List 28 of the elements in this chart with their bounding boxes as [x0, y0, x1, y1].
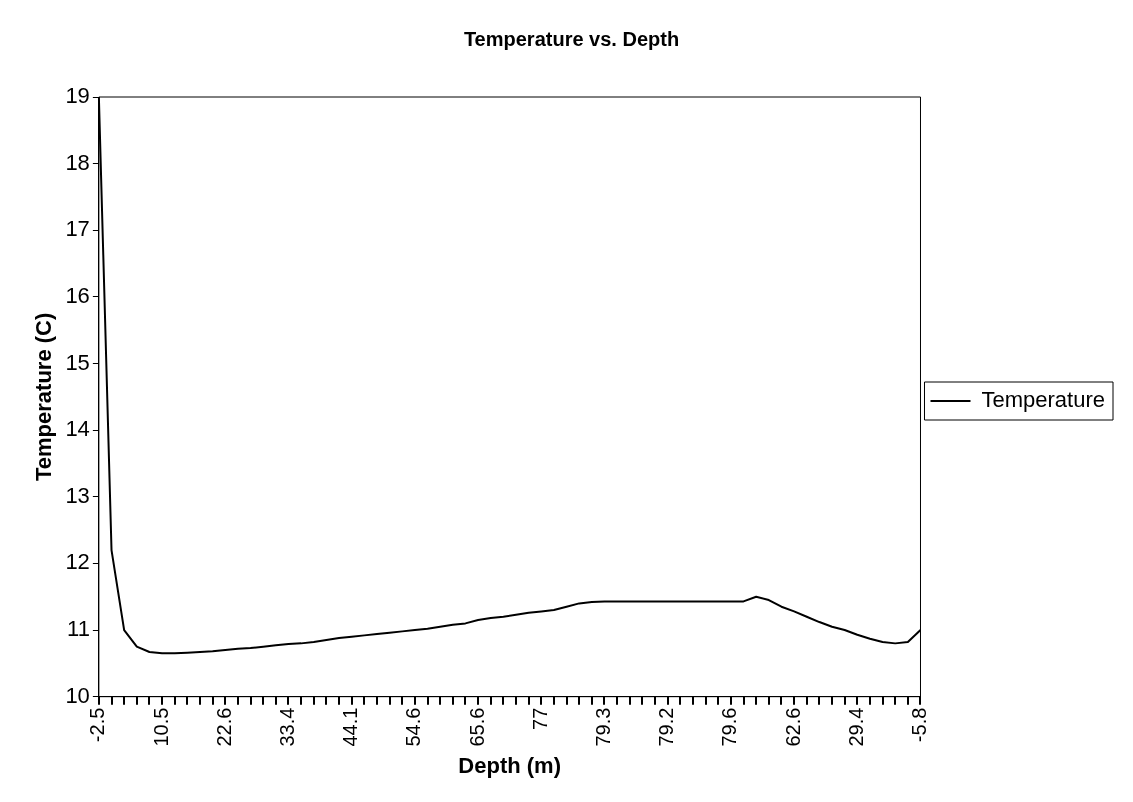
legend-label: Temperature: [981, 387, 1106, 413]
x-tick-label: 79.2: [655, 707, 678, 747]
y-tick-label: 13: [65, 482, 90, 508]
x-tick-label: -5.8: [908, 707, 931, 743]
y-tick-label: 14: [65, 416, 90, 442]
x-tick-label: 77: [528, 707, 551, 730]
x-tick-label: 44.1: [339, 707, 362, 747]
y-tick-label: 17: [65, 216, 90, 242]
x-axis-title: Depth (m): [458, 752, 562, 778]
x-tick-label: 33.4: [275, 707, 298, 747]
y-axis-title: Temperature (C): [31, 312, 57, 481]
y-tick-label: 15: [65, 349, 90, 375]
x-tick-label: 79.3: [592, 707, 614, 747]
x-tick-label: 29.4: [844, 707, 867, 747]
x-tick-label: 22.6: [212, 707, 235, 747]
y-tick-label: 11: [67, 616, 90, 642]
x-tick-label: 54.6: [402, 707, 425, 747]
x-tick-label: 10.5: [149, 707, 172, 747]
y-tick-label: 16: [65, 282, 90, 308]
chart-title: Temperature vs. Depth: [463, 27, 680, 50]
x-tick-label: 62.6: [781, 707, 804, 747]
y-tick-label: 19: [65, 83, 90, 109]
y-tick-label: 10: [65, 682, 90, 708]
x-tick-label: 79.6: [718, 707, 741, 747]
x-tick-label: -2.5: [86, 707, 109, 743]
y-tick-label: 18: [65, 149, 90, 175]
y-tick-label: 12: [65, 549, 90, 575]
x-tick-label: 65.6: [465, 707, 488, 747]
